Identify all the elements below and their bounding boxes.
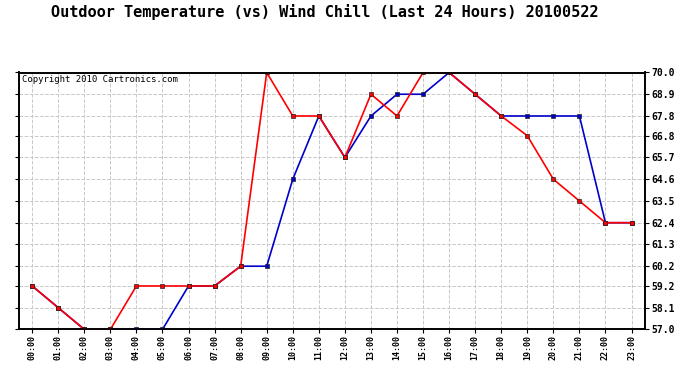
Text: Outdoor Temperature (vs) Wind Chill (Last 24 Hours) 20100522: Outdoor Temperature (vs) Wind Chill (Las… — [50, 4, 598, 20]
Text: Copyright 2010 Cartronics.com: Copyright 2010 Cartronics.com — [22, 75, 178, 84]
